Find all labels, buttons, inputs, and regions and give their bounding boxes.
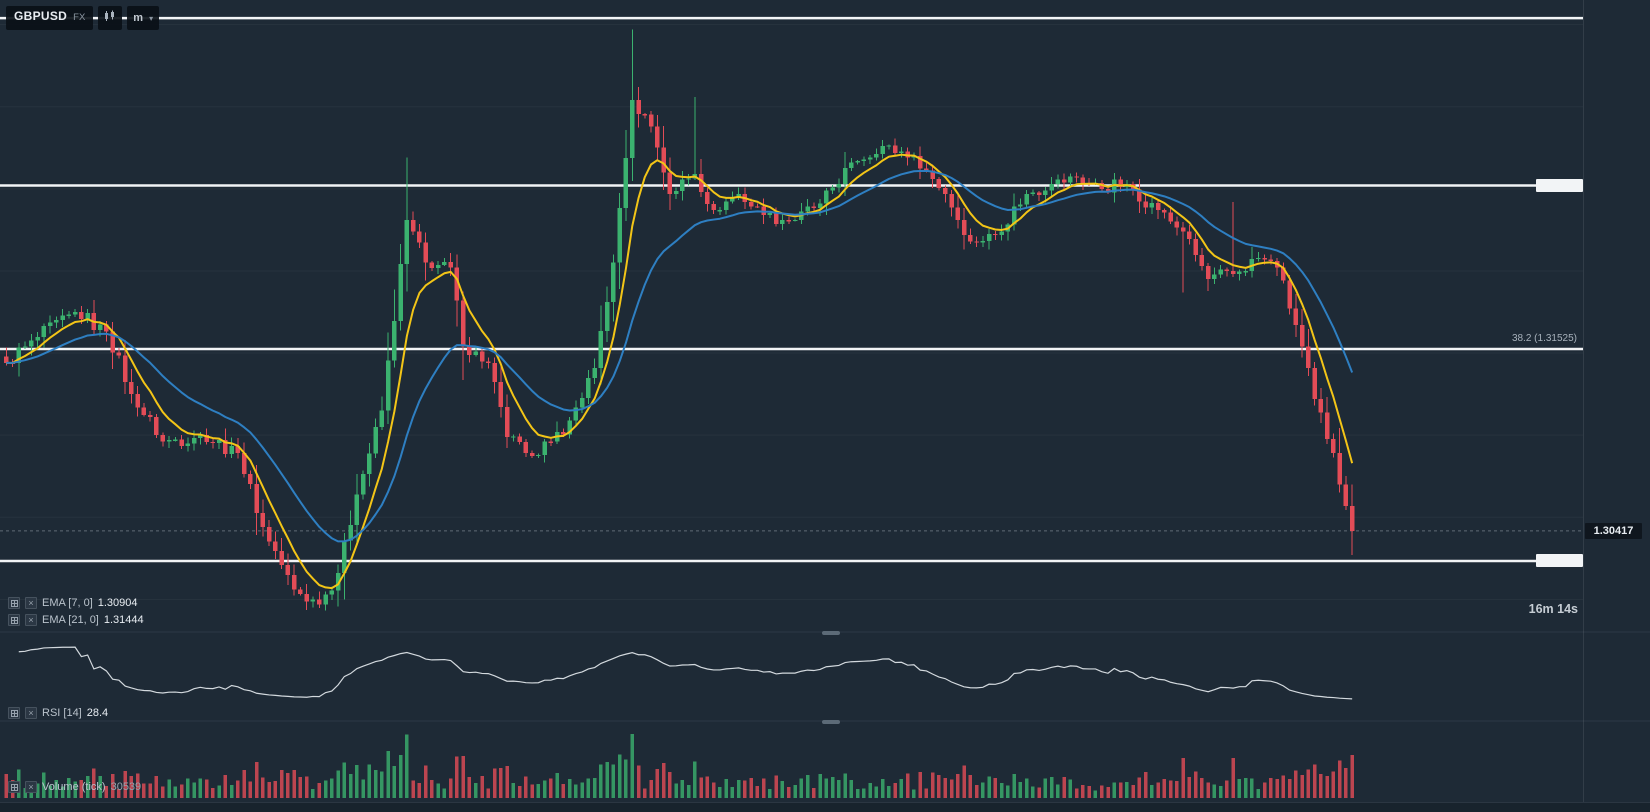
indicator-close-icon[interactable]: × bbox=[25, 707, 37, 719]
fib-level-label: 38.2 (1.31525) bbox=[1511, 333, 1577, 344]
indicator-close-icon[interactable]: × bbox=[25, 597, 37, 609]
market-label: FX bbox=[73, 12, 86, 23]
indicator-settings-icon[interactable] bbox=[8, 614, 20, 626]
indicator-settings-icon[interactable] bbox=[8, 597, 20, 609]
indicator-value: 28.4 bbox=[86, 707, 109, 719]
legend-row-ema21: × EMA [21, 0] 1.31444 bbox=[8, 614, 144, 626]
timeframe-label: m bbox=[133, 12, 144, 24]
candlestick-style-icon bbox=[104, 9, 116, 27]
pane-resize-handle[interactable] bbox=[822, 720, 840, 724]
chart-style-button[interactable] bbox=[98, 6, 123, 30]
chevron-down-icon: ▾ bbox=[149, 13, 154, 23]
indicator-value: 1.30904 bbox=[97, 597, 138, 609]
indicator-label: EMA [7, 0] bbox=[42, 597, 93, 609]
level-price-tag bbox=[1536, 554, 1583, 568]
indicator-label: EMA [21, 0] bbox=[42, 614, 99, 626]
indicator-close-icon[interactable]: × bbox=[25, 781, 37, 793]
legend-row-rsi: × RSI [14] 28.4 bbox=[8, 707, 108, 719]
price-axis[interactable] bbox=[1583, 0, 1650, 802]
indicator-value: 1.31444 bbox=[103, 614, 144, 626]
indicator-settings-icon[interactable] bbox=[8, 707, 20, 719]
symbol-button[interactable]: GBPUSD FX bbox=[6, 6, 94, 30]
symbol-name: GBPUSD bbox=[14, 9, 68, 23]
bar-countdown-timer: 16m 14s bbox=[1528, 602, 1578, 616]
indicator-close-icon[interactable]: × bbox=[25, 614, 37, 626]
symbol-toolbar: GBPUSD FX m ▾ bbox=[6, 6, 160, 30]
level-price-tag bbox=[1536, 179, 1583, 193]
indicator-settings-icon[interactable] bbox=[8, 781, 20, 793]
indicator-value: 30539 bbox=[110, 781, 142, 793]
legend-row-ema7: × EMA [7, 0] 1.30904 bbox=[8, 597, 138, 609]
last-price-badge: 1.30417 bbox=[1585, 523, 1642, 539]
timeframe-button[interactable]: m ▾ bbox=[127, 6, 160, 30]
pane-resize-handle[interactable] bbox=[822, 631, 840, 635]
indicator-label: Volume (tick) bbox=[42, 781, 106, 793]
indicator-label: RSI [14] bbox=[42, 707, 82, 719]
time-axis[interactable] bbox=[0, 802, 1650, 812]
legend-row-volume: × Volume (tick) 30539 bbox=[8, 781, 141, 793]
